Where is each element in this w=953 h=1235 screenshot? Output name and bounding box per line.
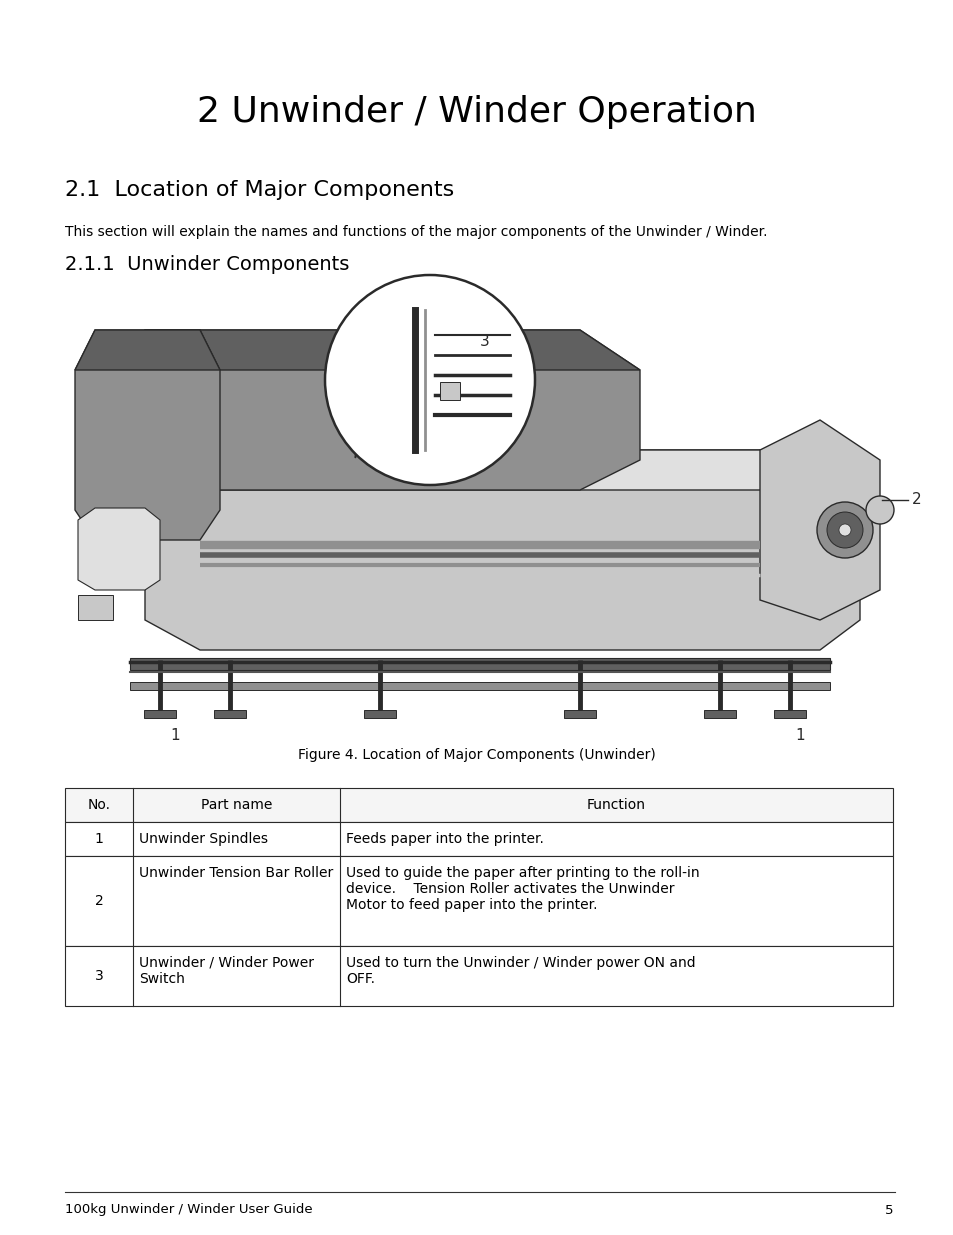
Bar: [65, 823, 892, 856]
Polygon shape: [75, 330, 220, 370]
Bar: [65, 946, 892, 1007]
Bar: [703, 710, 735, 718]
Polygon shape: [95, 330, 639, 370]
Text: Switch: Switch: [139, 972, 185, 986]
Text: Unwinder Spindles: Unwinder Spindles: [139, 832, 268, 846]
Bar: [65, 295, 892, 740]
Text: Motor to feed paper into the printer.: Motor to feed paper into the printer.: [346, 898, 597, 911]
Bar: [130, 658, 829, 671]
Bar: [65, 856, 892, 946]
Bar: [213, 710, 246, 718]
Text: No.: No.: [88, 798, 111, 811]
Bar: [364, 710, 395, 718]
Text: 2.1  Location of Major Components: 2.1 Location of Major Components: [65, 180, 454, 200]
Text: Used to guide the paper after printing to the roll-in: Used to guide the paper after printing t…: [346, 866, 699, 881]
Text: Feeds paper into the printer.: Feeds paper into the printer.: [346, 832, 543, 846]
Text: 2: 2: [911, 493, 921, 508]
Text: Figure 4. Location of Major Components (Unwinder): Figure 4. Location of Major Components (…: [297, 748, 656, 762]
Text: Used to turn the Unwinder / Winder power ON and: Used to turn the Unwinder / Winder power…: [346, 956, 695, 969]
Text: Unwinder Tension Bar Roller: Unwinder Tension Bar Roller: [139, 866, 333, 881]
Text: 3: 3: [94, 969, 103, 983]
Bar: [144, 710, 175, 718]
Text: Unwinder / Winder Power: Unwinder / Winder Power: [139, 956, 314, 969]
Bar: [130, 682, 829, 690]
Text: 5: 5: [883, 1203, 892, 1216]
Text: 1: 1: [795, 727, 804, 743]
Circle shape: [325, 275, 535, 485]
Bar: [773, 710, 805, 718]
Circle shape: [838, 524, 850, 536]
Polygon shape: [75, 330, 220, 540]
Polygon shape: [95, 330, 639, 490]
Circle shape: [826, 513, 862, 548]
Text: 2 Unwinder / Winder Operation: 2 Unwinder / Winder Operation: [197, 95, 756, 128]
Text: 1: 1: [94, 832, 103, 846]
Text: 100kg Unwinder / Winder User Guide: 100kg Unwinder / Winder User Guide: [65, 1203, 313, 1216]
Text: 1: 1: [170, 727, 179, 743]
Circle shape: [865, 496, 893, 524]
Circle shape: [816, 501, 872, 558]
Polygon shape: [78, 508, 160, 590]
Text: 3: 3: [479, 335, 489, 350]
Text: 2: 2: [94, 894, 103, 908]
Bar: [78, 595, 112, 620]
Polygon shape: [145, 450, 859, 490]
Text: device.    Tension Roller activates the Unwinder: device. Tension Roller activates the Unw…: [346, 882, 674, 897]
Text: Part name: Part name: [200, 798, 272, 811]
Polygon shape: [145, 450, 859, 650]
Bar: [563, 710, 596, 718]
Bar: [439, 382, 459, 400]
Text: OFF.: OFF.: [346, 972, 375, 986]
Text: This section will explain the names and functions of the major components of the: This section will explain the names and …: [65, 225, 767, 240]
Text: Function: Function: [586, 798, 645, 811]
Bar: [65, 788, 892, 823]
Polygon shape: [760, 420, 879, 620]
Text: 2.1.1  Unwinder Components: 2.1.1 Unwinder Components: [65, 256, 349, 274]
